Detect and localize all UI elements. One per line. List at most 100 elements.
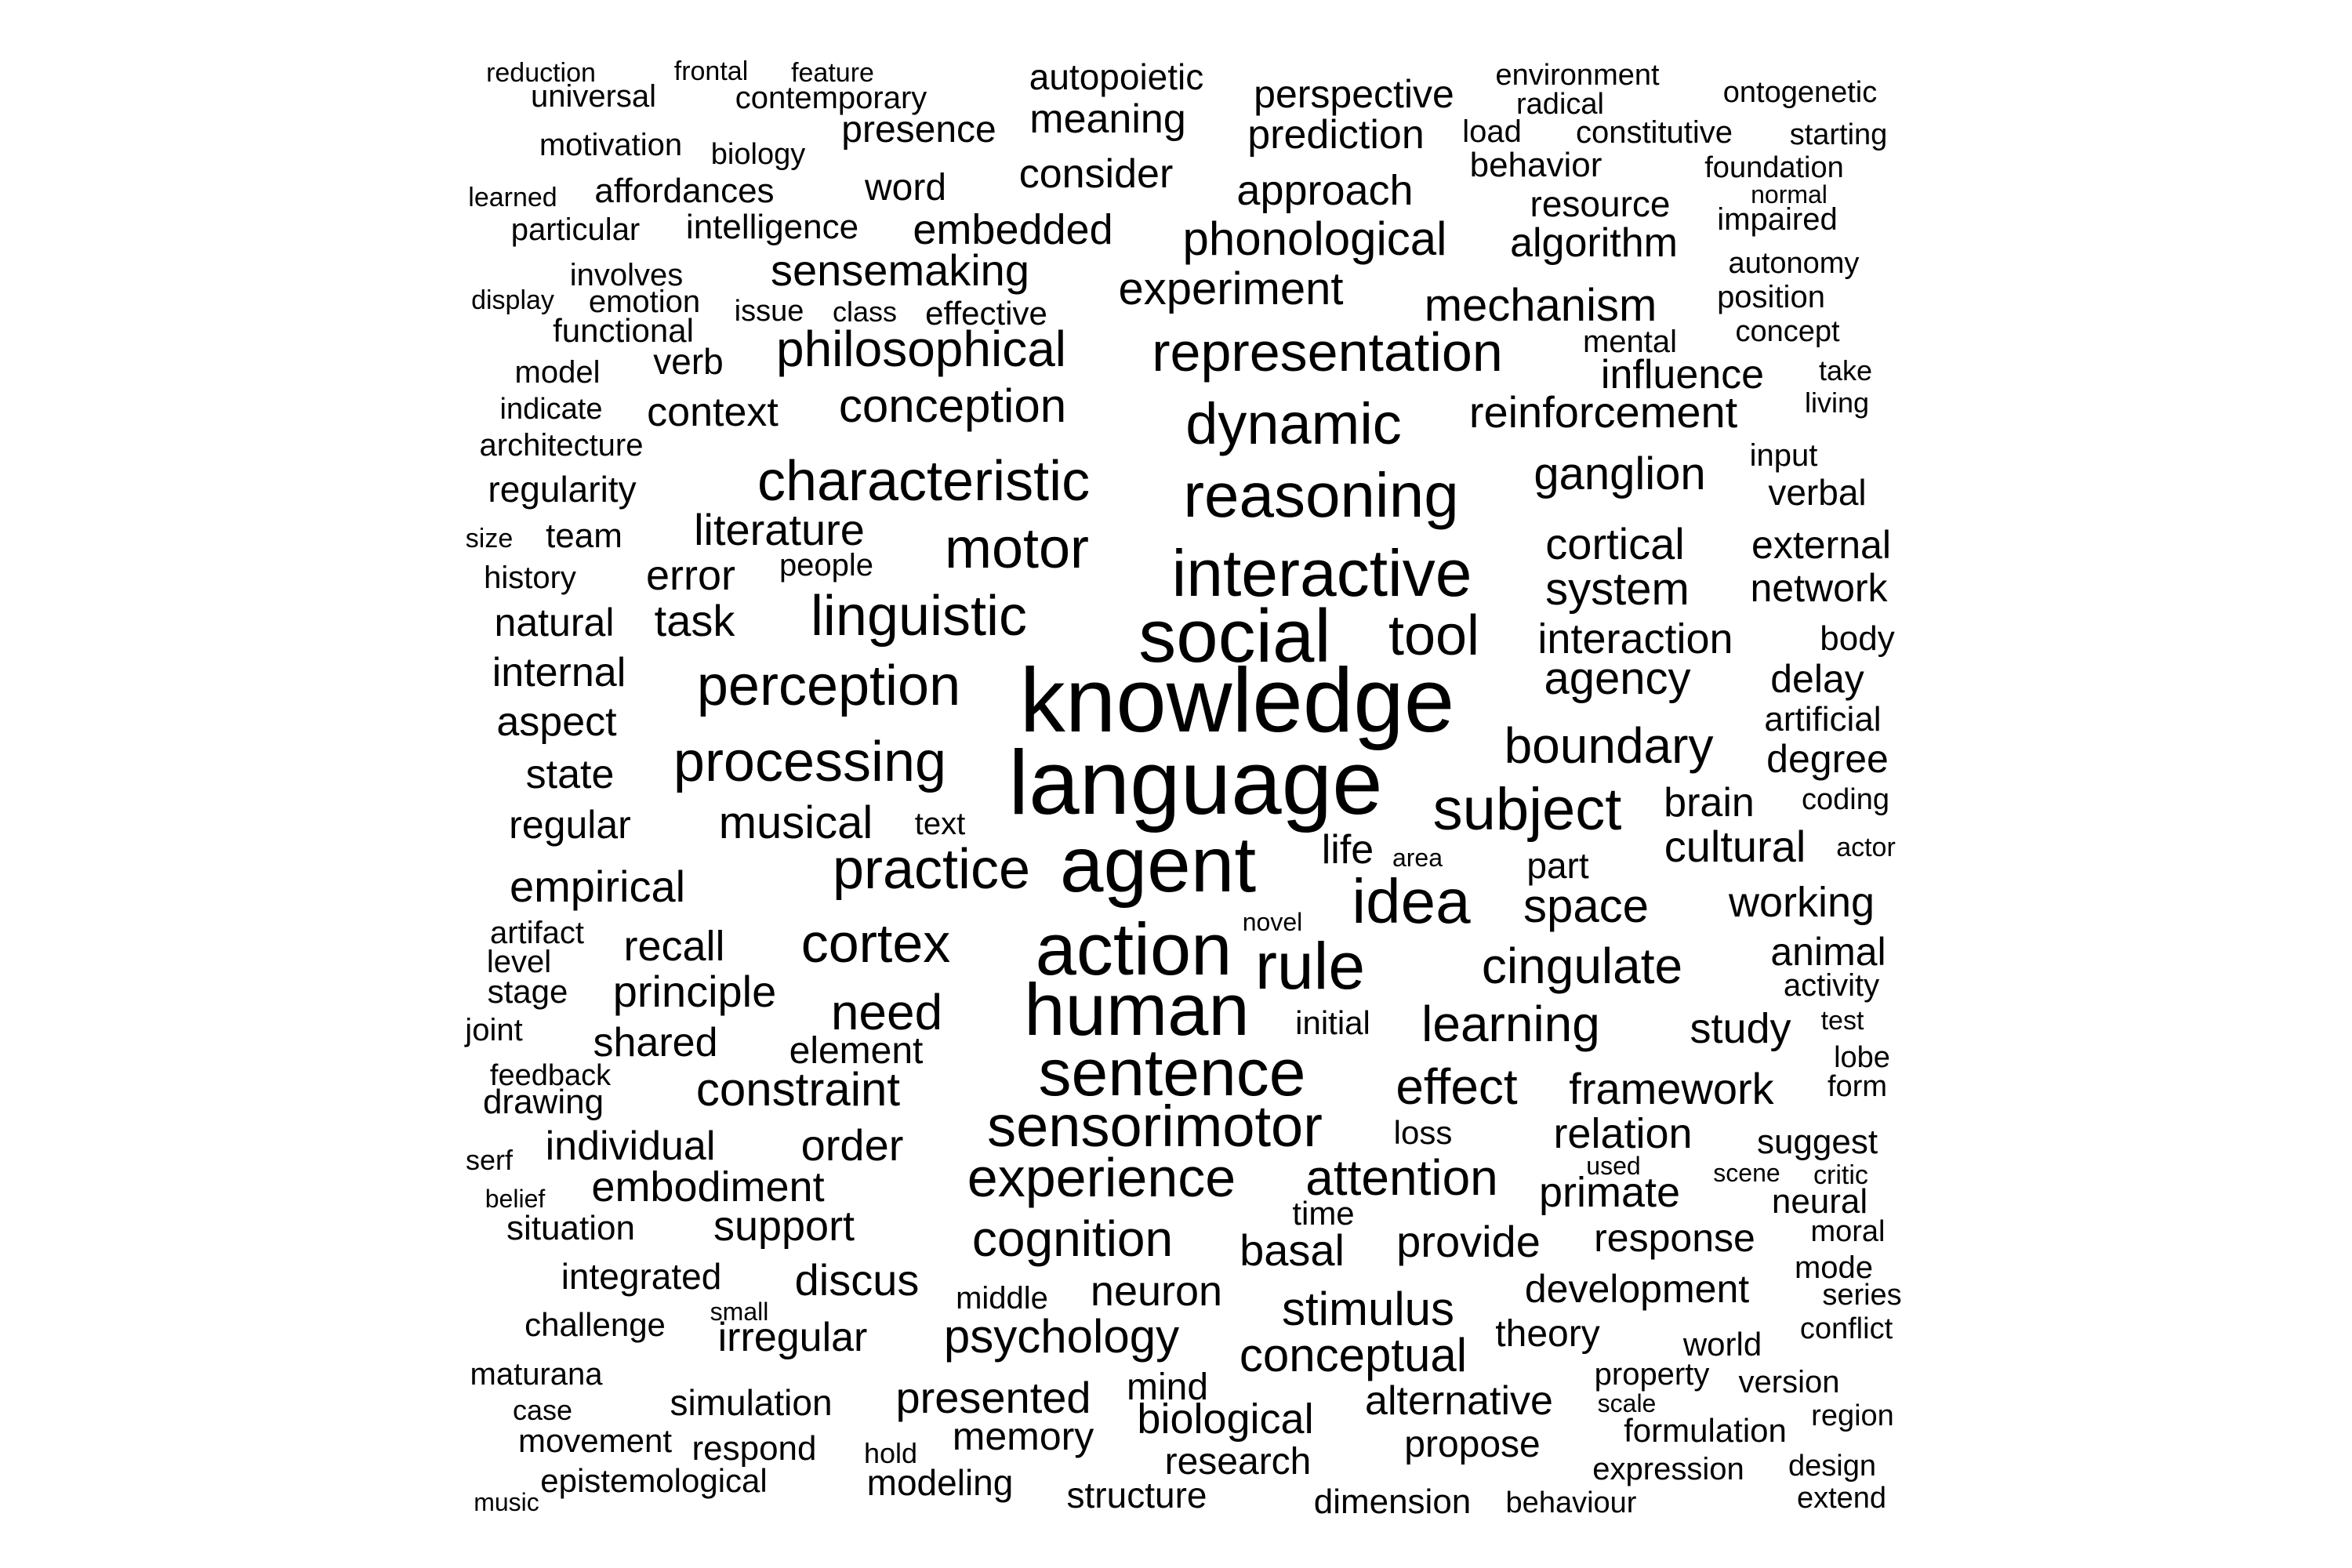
word-loss: loss [1393,1114,1453,1151]
word-world: world [1682,1326,1762,1363]
word-framework: framework [1569,1064,1774,1113]
word-take: take [1818,354,1873,387]
word-musical: musical [718,797,873,848]
word-expression: expression [1592,1452,1744,1486]
word-area: area [1392,844,1443,872]
word-form: form [1828,1070,1887,1103]
word-impaired: impaired [1717,202,1838,237]
word-activity: activity [1783,968,1880,1003]
word-attention: attention [1305,1149,1498,1206]
word-reinforcement: reinforcement [1468,387,1738,437]
word-experience: experience [967,1147,1236,1208]
word-constitutive: constitutive [1575,115,1733,150]
word-mind: mind [1126,1367,1209,1408]
word-movement: movement [517,1422,673,1459]
word-issue: issue [734,295,804,328]
word-joint: joint [465,1013,523,1047]
word-involves: involves [569,258,684,292]
word-extend: extend [1796,1482,1887,1515]
word-influence: influence [1600,352,1765,397]
word-artifact: artifact [489,916,585,950]
word-aspect: aspect [496,699,617,745]
word-challenge: challenge [524,1306,666,1343]
word-region: region [1811,1399,1894,1432]
word-motor: motor [944,517,1090,580]
word-cingulate: cingulate [1481,938,1683,994]
word-text: text [914,807,966,841]
word-delay: delay [1770,657,1864,701]
word-discus: discus [794,1255,920,1305]
word-affordances: affordances [594,172,775,210]
word-tool: tool [1388,604,1480,667]
word-environment: environment [1495,59,1660,92]
word-primate: primate [1538,1169,1681,1216]
word-external: external [1751,523,1891,567]
word-functional: functional [553,312,694,349]
word-linguistic: linguistic [810,585,1028,648]
word-natural: natural [494,601,615,644]
word-radical: radical [1516,88,1604,121]
word-principle: principle [612,967,777,1016]
word-reasoning: reasoning [1183,460,1459,530]
word-behaviour: behaviour [1505,1486,1637,1519]
word-study: study [1690,1005,1791,1052]
word-dynamic: dynamic [1185,391,1402,456]
word-perception: perception [696,655,961,717]
word-verb: verb [653,341,724,382]
word-theory: theory [1495,1313,1600,1355]
word-word: word [864,167,947,209]
word-particular: particular [510,212,641,247]
word-living: living [1804,387,1870,419]
word-interactive: interactive [1171,536,1472,610]
word-emotion: emotion [588,285,701,319]
word-indicate: indicate [499,393,603,426]
word-behavior: behavior [1469,146,1602,184]
word-individual: individual [545,1123,716,1169]
word-used: used [1586,1152,1641,1180]
word-concept: concept [1735,315,1840,348]
word-architecture: architecture [479,428,644,463]
word-learned: learned [468,183,557,212]
word-motivation: motivation [539,128,683,162]
word-degree: degree [1766,737,1889,781]
word-cortex: cortex [800,913,951,974]
word-novel: novel [1242,908,1303,936]
word-consider: consider [1018,151,1174,197]
word-starting: starting [1789,118,1888,151]
word-epistemological: epistemological [540,1462,768,1499]
word-small: small [710,1298,769,1326]
word-interaction: interaction [1537,615,1733,662]
word-shared: shared [593,1020,718,1065]
word-modeling: modeling [866,1462,1014,1503]
word-lobe: lobe [1834,1041,1890,1074]
word-boundary: boundary [1504,717,1714,774]
word-literature: literature [694,505,865,554]
word-test: test [1820,1006,1864,1036]
word-empirical: empirical [509,862,686,911]
word-coding: coding [1802,783,1889,816]
word-time: time [1292,1195,1355,1232]
word-stimulus: stimulus [1281,1283,1455,1335]
word-reduction: reduction [486,58,596,88]
word-effect: effect [1396,1058,1518,1115]
word-subject: subject [1432,776,1622,843]
word-life: life [1321,827,1374,873]
word-human: human [1024,968,1250,1051]
word-initial: initial [1295,1004,1370,1041]
word-mechanism: mechanism [1424,280,1657,331]
word-position: position [1717,280,1825,314]
word-support: support [713,1203,855,1250]
word-ontogenetic: ontogenetic [1722,76,1878,109]
word-part: part [1526,845,1589,886]
word-structure: structure [1066,1475,1207,1515]
word-context: context [647,390,779,435]
word-error: error [645,552,736,599]
word-neuron: neuron [1090,1268,1223,1315]
word-internal: internal [492,650,626,695]
word-space: space [1523,880,1650,932]
word-moral: moral [1810,1215,1886,1248]
word-people: people [779,548,874,583]
word-artificial: artificial [1764,700,1882,739]
word-integrated: integrated [561,1256,722,1297]
